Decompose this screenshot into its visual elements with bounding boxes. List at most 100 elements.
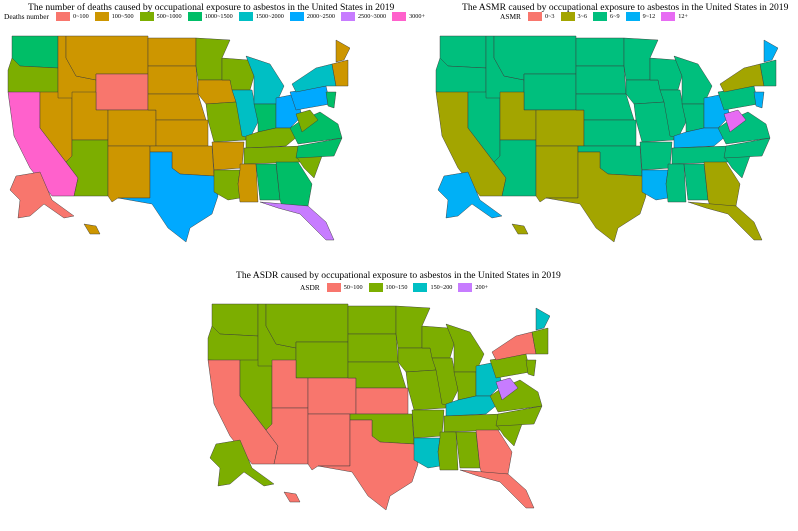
legend-label: 2000~2500 [306, 13, 335, 20]
state-ky [445, 395, 499, 417]
legend-swatch [139, 12, 154, 21]
legend-label: 9~12 [642, 13, 656, 20]
legend-swatch [413, 283, 428, 292]
state-wa [211, 303, 259, 337]
state-sd [347, 333, 399, 363]
legend-swatch [458, 283, 473, 292]
state-ar [411, 409, 445, 439]
state-ar [639, 141, 673, 171]
legend-label: 200+ [475, 284, 489, 291]
state-fl [687, 201, 763, 241]
state-al [683, 163, 709, 201]
legend-item: 3~6 [560, 12, 588, 21]
map1-title: The number of deaths caused by occupatio… [28, 2, 395, 13]
legend-item: 150~200 [413, 283, 452, 292]
map3-title: The ASDR caused by occupational exposure… [236, 270, 561, 281]
legend-swatch [560, 12, 575, 21]
state-me [335, 39, 350, 63]
legend-item: 2500~3000 [340, 12, 387, 21]
state-me [763, 39, 778, 63]
legend-swatch [289, 12, 304, 21]
state-wa [439, 35, 487, 69]
state-mt [65, 35, 149, 81]
map1-legend: Deaths number 0~100 100~500 500~1000 1000~1… [4, 12, 431, 21]
state-nd [575, 37, 625, 67]
state-sd [147, 65, 199, 95]
state-tx [317, 419, 419, 511]
legend-swatch [392, 12, 407, 21]
state-nm [535, 145, 579, 203]
state-nc [495, 405, 543, 427]
legend-label: 3000+ [409, 13, 425, 20]
state-sd [575, 65, 627, 95]
state-wa [11, 35, 59, 69]
legend-swatch [94, 12, 109, 21]
legend-label: 100~150 [385, 284, 408, 291]
state-ne [147, 93, 207, 121]
state-wv [295, 109, 319, 133]
state-ne [347, 361, 407, 389]
map1-us-map [7, 35, 350, 243]
state-co [307, 377, 357, 415]
state-ne_states [759, 59, 777, 87]
state-wv [495, 377, 519, 401]
legend-swatch [368, 283, 383, 292]
state-ks [355, 387, 409, 415]
state-in [681, 103, 705, 133]
state-nj [325, 91, 337, 109]
legend-item: 9~12 [625, 12, 656, 21]
state-ky [245, 127, 299, 149]
state-ms [437, 431, 459, 471]
legend-label: 150~200 [430, 284, 453, 291]
state-ny [719, 63, 765, 93]
legend-label: 1000~1500 [204, 13, 233, 20]
state-tn [243, 145, 303, 165]
legend-label: 2500~3000 [357, 13, 387, 20]
state-hi [83, 223, 101, 235]
state-mt [265, 303, 349, 349]
map3-legend: ASDR 50~100 100~150 150~200 200+ [300, 283, 494, 292]
legend-label: 0~3 [544, 13, 555, 20]
state-co [107, 109, 157, 147]
legend-label: 50~100 [343, 284, 363, 291]
state-nd [347, 305, 397, 335]
legend-swatch [593, 12, 608, 21]
legend-swatch [187, 12, 202, 21]
state-hi [283, 491, 301, 503]
map3-us-map [207, 303, 550, 511]
state-nc [295, 137, 343, 159]
state-ks [583, 119, 637, 147]
state-ia [397, 347, 437, 373]
state-nc [723, 137, 771, 159]
legend-item: 50~100 [326, 283, 363, 292]
state-ia [625, 79, 665, 105]
state-me [535, 307, 550, 331]
state-ne [575, 93, 635, 121]
state-fl [459, 469, 535, 509]
legend-label: 6~9 [610, 13, 620, 20]
map2-legend-title: ASMR [500, 12, 521, 21]
state-ak [209, 439, 275, 487]
state-wy [523, 73, 577, 111]
state-al [455, 431, 481, 469]
state-nd [147, 37, 197, 67]
legend-swatch [238, 12, 253, 21]
state-wy [95, 73, 149, 111]
state-ia [197, 79, 237, 105]
state-tx [117, 151, 219, 243]
state-ar [211, 141, 245, 171]
map2-us-map [435, 35, 778, 243]
legend-swatch [326, 283, 341, 292]
state-ne_states [331, 59, 349, 87]
state-tn [671, 145, 731, 165]
state-fl [259, 201, 335, 241]
legend-swatch [625, 12, 640, 21]
state-hi [511, 223, 529, 235]
state-ak [437, 171, 503, 219]
state-tx [545, 151, 647, 243]
state-in [453, 371, 477, 401]
legend-label: 100~500 [111, 13, 134, 20]
legend-item: 2000~2500 [289, 12, 335, 21]
legend-label: 3~6 [577, 13, 588, 20]
legend-label: 12+ [678, 13, 688, 20]
